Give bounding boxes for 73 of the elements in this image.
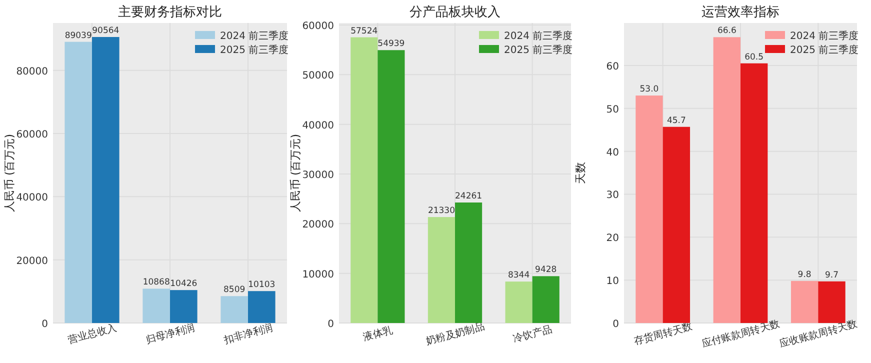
bar <box>636 96 663 323</box>
y-tick-label: 10 <box>606 276 619 288</box>
data-label: 89039 <box>64 30 92 41</box>
data-label: 57524 <box>350 26 378 36</box>
data-label: 53.0 <box>640 84 659 95</box>
chart-title: 运营效率指标 <box>702 4 780 20</box>
y-axis-title: 人民币 (百万元) <box>289 134 302 212</box>
legend-label: 2025 前三季度 <box>504 44 573 56</box>
y-tick-label: 0 <box>42 319 48 330</box>
y-axis-title: 人民币 (百万元) <box>3 134 16 212</box>
y-tick-label: 20000 <box>16 256 48 267</box>
data-label: 9428 <box>535 265 557 276</box>
bar <box>740 63 768 323</box>
data-label: 8344 <box>508 270 530 281</box>
bar <box>350 37 378 323</box>
legend-label: 2025 前三季度 <box>790 44 859 56</box>
bar <box>220 296 248 323</box>
bar <box>428 217 455 323</box>
y-tick-label: 10000 <box>302 269 334 280</box>
y-tick-label: 0 <box>328 319 334 330</box>
data-label: 9.7 <box>824 270 839 280</box>
legend-label: 2024 前三季度 <box>790 30 859 42</box>
y-tick-label: 60000 <box>302 20 334 32</box>
y-tick-label: 80000 <box>16 66 48 78</box>
x-tick-label: 液体乳 <box>362 324 394 344</box>
data-label: 10103 <box>248 280 276 290</box>
x-tick-label: 存货周转天数 <box>632 320 694 348</box>
bar <box>790 280 818 323</box>
bar <box>662 126 690 323</box>
data-label: 21330 <box>428 206 455 216</box>
bar <box>64 42 92 323</box>
y-tick-label: 40000 <box>16 192 48 204</box>
bar <box>92 37 120 323</box>
y-tick-label: 50000 <box>302 70 334 82</box>
data-label: 24261 <box>455 192 482 202</box>
y-tick-label: 40 <box>606 147 619 158</box>
bar <box>142 288 170 323</box>
bar <box>170 290 198 323</box>
y-tick-label: 60 <box>606 61 619 72</box>
data-label: 10868 <box>142 278 170 288</box>
data-label: 10426 <box>170 279 198 290</box>
data-label: 54939 <box>378 39 405 50</box>
chart-title: 分产品板块收入 <box>410 5 500 20</box>
bar <box>505 282 532 323</box>
x-tick-label: 营业总收入 <box>66 322 118 346</box>
y-tick-label: 30000 <box>302 170 334 181</box>
y-tick-label: 20 <box>606 233 619 244</box>
y-tick-label: 50 <box>606 104 619 116</box>
data-label: 66.6 <box>717 26 736 36</box>
y-axis-title: 天数 <box>574 162 587 184</box>
data-label: 8509 <box>224 285 246 296</box>
bar <box>248 291 276 323</box>
chart-title: 主要财务指标对比 <box>118 4 222 20</box>
y-tick-label: 30 <box>606 190 619 202</box>
bar <box>378 50 405 323</box>
data-label: 45.7 <box>666 116 686 126</box>
data-label: 9.8 <box>798 270 812 280</box>
data-label: 60.5 <box>744 52 764 62</box>
legend-label: 2024 前三季度 <box>504 30 573 42</box>
x-tick-label: 冷饮产品 <box>512 322 554 345</box>
y-tick-label: 0 <box>612 319 619 330</box>
data-label: 90564 <box>92 26 120 36</box>
bar <box>532 276 560 323</box>
y-tick-label: 40000 <box>302 120 334 132</box>
y-tick-label: 20000 <box>302 220 334 231</box>
x-tick-label: 扣非净利润 <box>222 322 274 346</box>
x-tick-label: 归母净利润 <box>144 322 196 346</box>
bar <box>818 281 846 323</box>
bar <box>713 37 740 323</box>
legend-label: 2024 前三季度 <box>220 30 289 42</box>
legend-label: 2025 前三季度 <box>220 44 289 56</box>
y-tick-label: 60000 <box>16 130 48 141</box>
bar <box>455 202 482 323</box>
